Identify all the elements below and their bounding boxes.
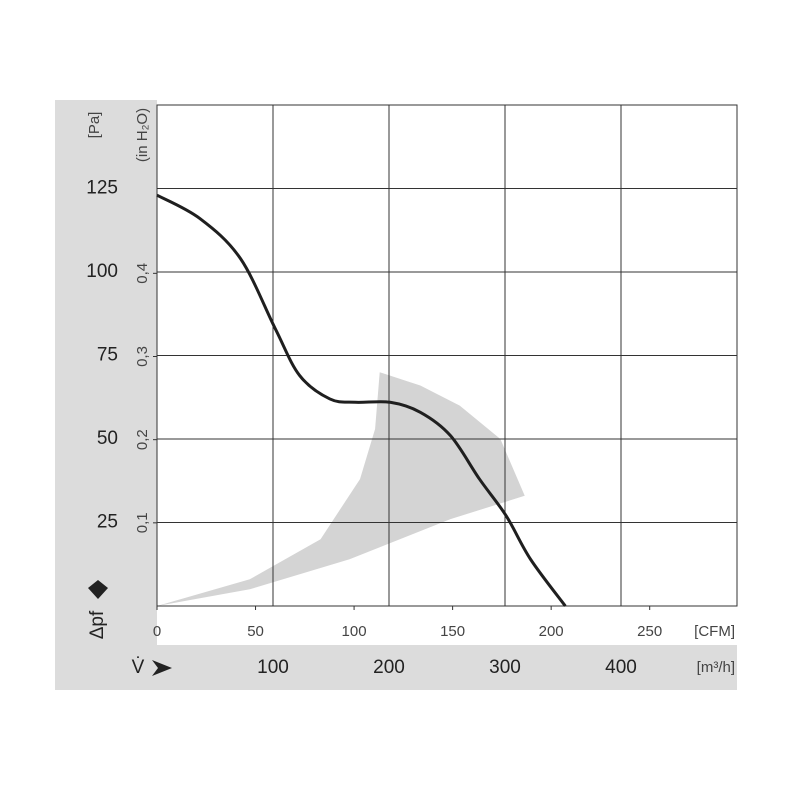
x-tick-label: 400	[605, 657, 637, 678]
plot-frame	[156, 104, 738, 607]
x-unit: [m³/h]	[697, 659, 735, 676]
x2-tick-label: 250	[637, 623, 662, 640]
y-tick-label: 125	[86, 178, 118, 199]
y-unit: [Pa]	[86, 112, 103, 139]
x2-tick-label: 150	[440, 623, 465, 640]
x2-tick-label: 100	[342, 623, 367, 640]
x-tick-label: 200	[373, 657, 405, 678]
operating-range	[157, 372, 525, 606]
x-tick-label: 300	[489, 657, 521, 678]
y-tick-label: 75	[97, 345, 118, 366]
y2-tick-label: 0,4	[134, 263, 151, 284]
x2-tick-label: 50	[247, 623, 264, 640]
fan-curve	[156, 193, 567, 607]
y-tick-label: 25	[97, 512, 118, 533]
y-symbol: Δpf	[87, 610, 108, 639]
y2-tick-label: 0,3	[134, 346, 151, 367]
y-tick-label: 100	[86, 261, 118, 282]
y2-tick-label: 0,2	[134, 429, 151, 450]
x2-tick-label: 0	[153, 623, 161, 640]
x2-unit: [CFM]	[694, 623, 735, 640]
x-symbol: V̇	[132, 657, 145, 678]
y-tick-label: 50	[97, 428, 118, 449]
y2-label: (in H₂O)	[134, 108, 151, 162]
y2-tick-label: 0,1	[134, 512, 151, 533]
left-band	[55, 100, 157, 690]
x2-tick-label: 200	[539, 623, 564, 640]
x-arrow	[152, 660, 172, 676]
x-tick-label: 100	[257, 657, 289, 678]
y-arrow	[88, 580, 108, 599]
